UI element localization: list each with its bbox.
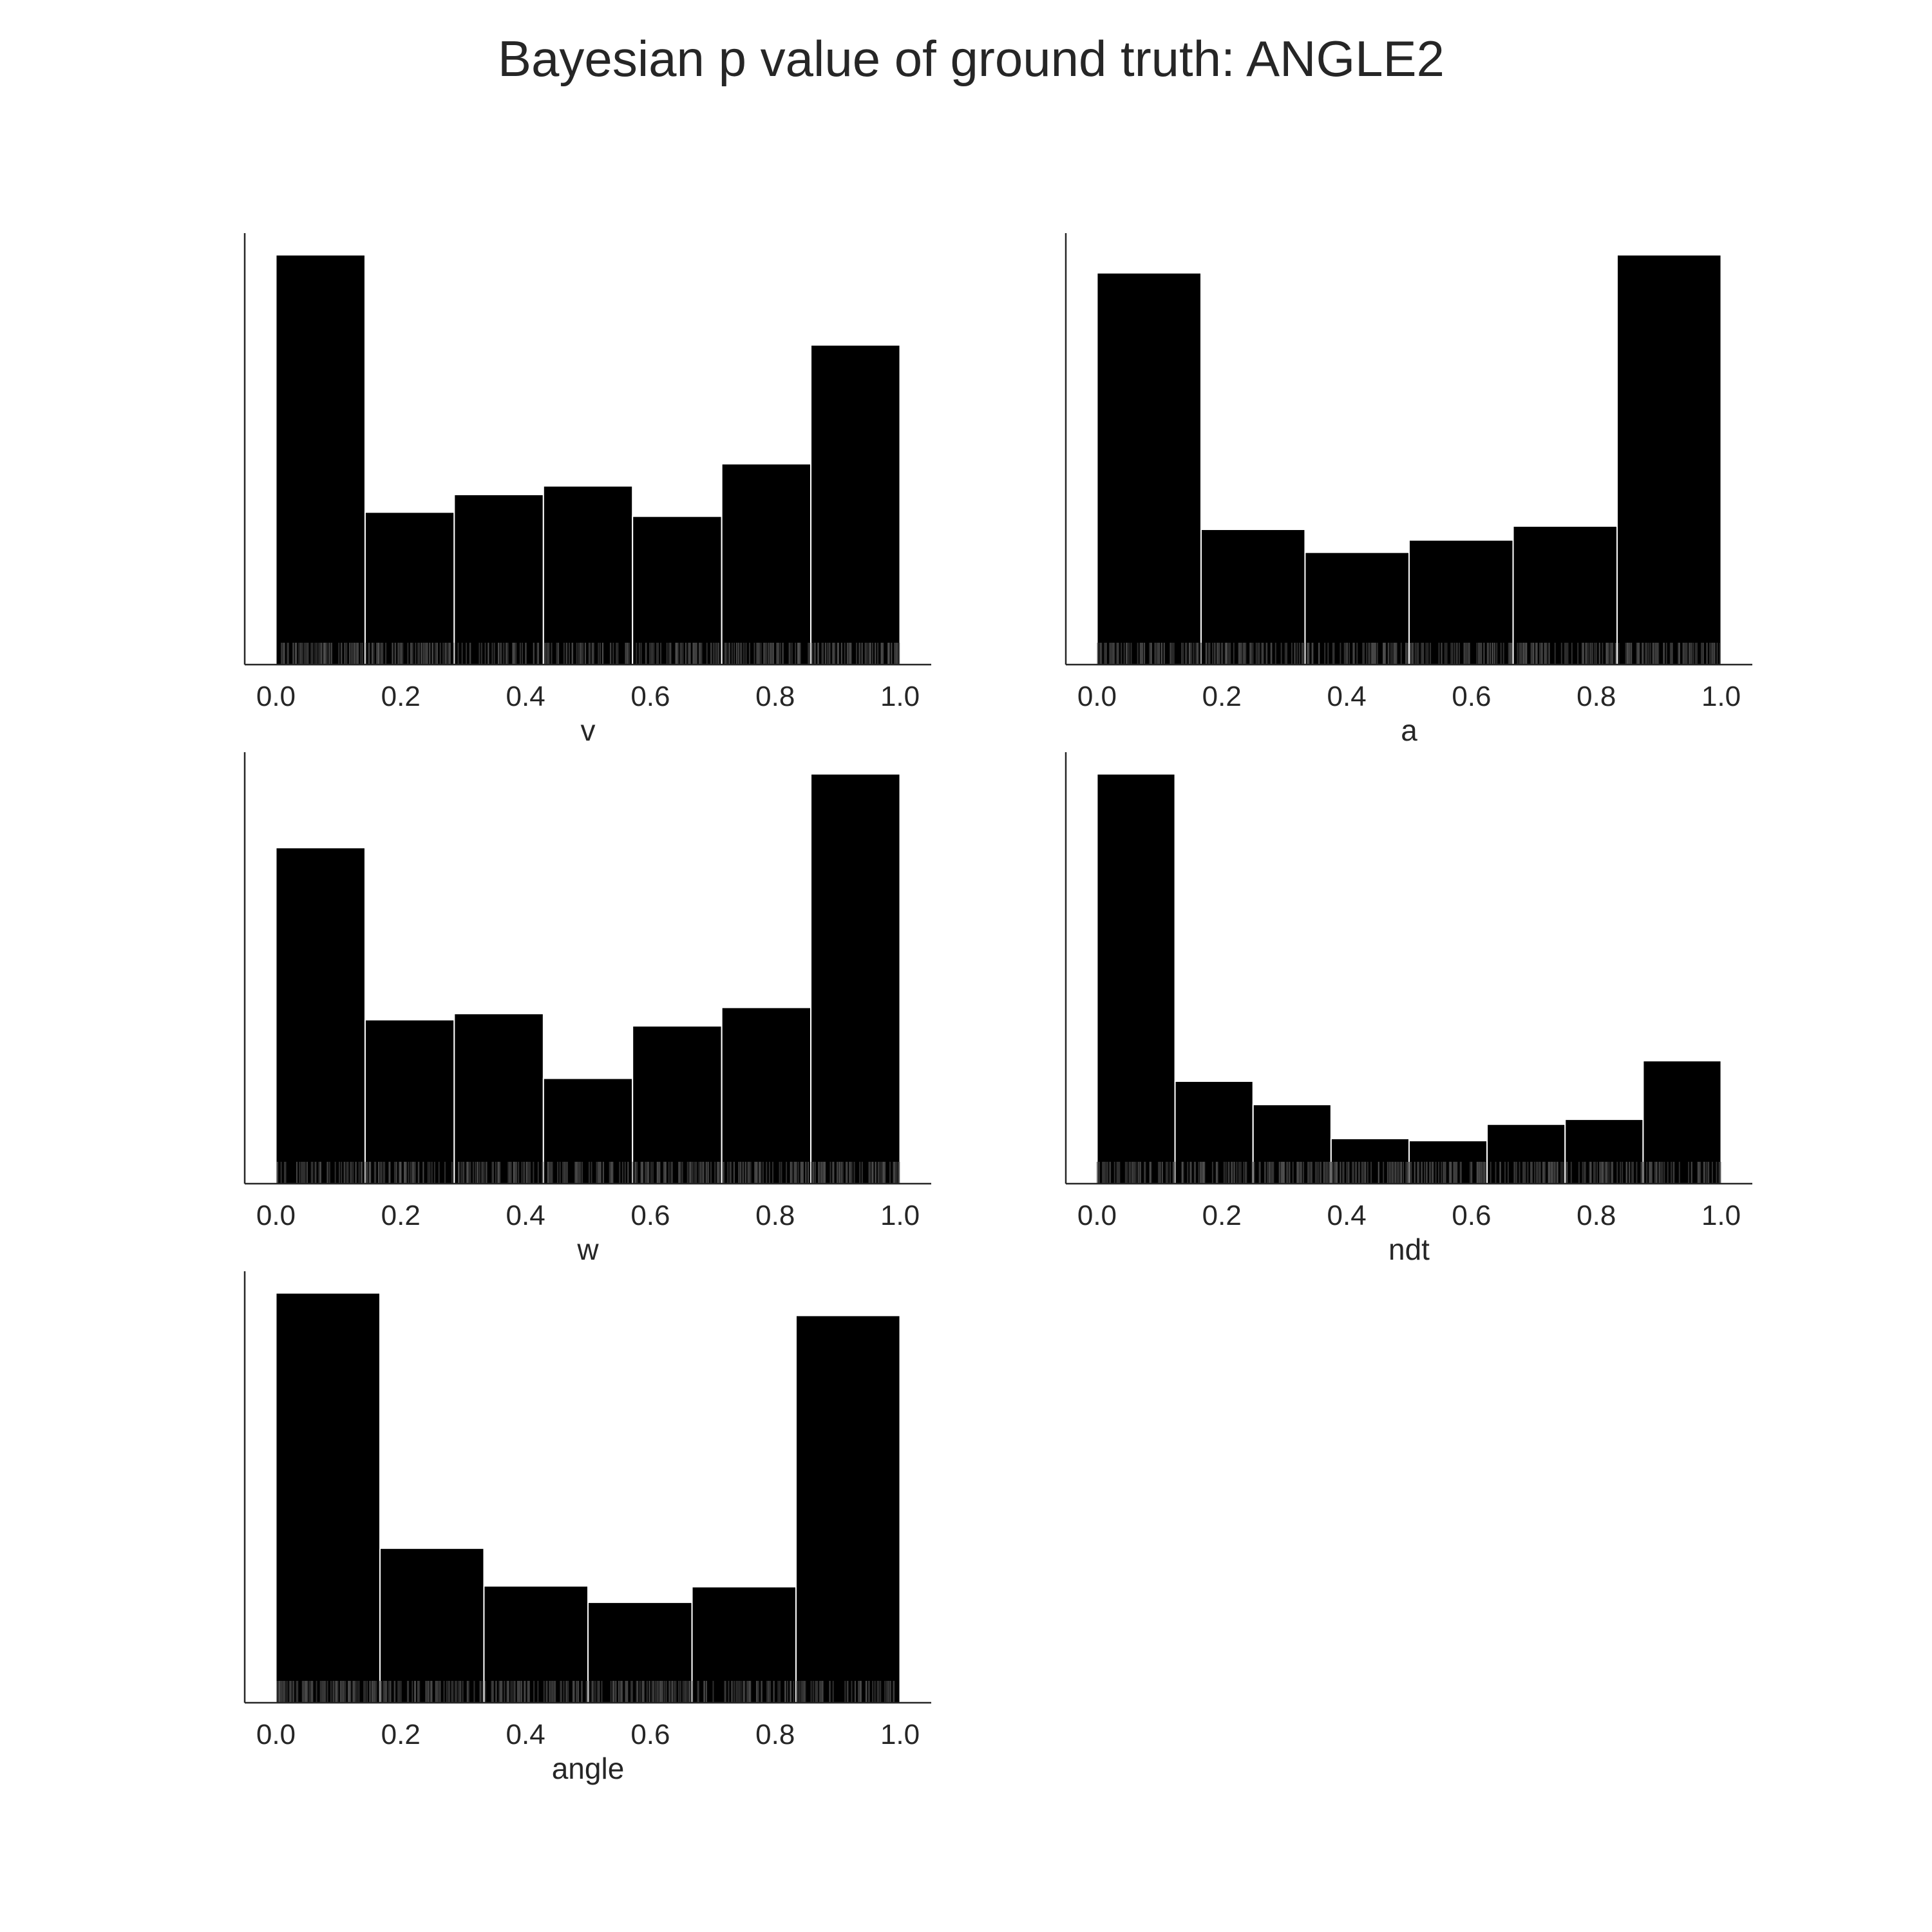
histogram-bar: [721, 1007, 812, 1184]
histogram-bar: [1096, 773, 1176, 1184]
subplot-grid: 0.0 0.2 0.4 0.6 0.8 1.0v0.0 0.2 0.4 0.6 0.8 1.0a0.…: [243, 233, 1752, 1785]
x-tick-label: 0.0: [256, 681, 296, 712]
subplot-2: 0.0 0.2 0.4 0.6 0.8 1.0 a: [1065, 233, 1752, 747]
x-axis-label: w: [576, 1233, 599, 1266]
histogram-bar: [1200, 529, 1306, 666]
histogram-bar: [1512, 525, 1618, 666]
x-tick-label: 0.0: [256, 1200, 296, 1231]
x-tick-label: 0.6: [630, 1200, 670, 1231]
subplot-4: 0.0 0.2 0.4 0.6 0.8 1.0 ndt: [1065, 752, 1752, 1266]
rug-marks: [281, 643, 900, 665]
figure-title: Bayesian p value of ground truth: ANGLE2: [498, 30, 1444, 87]
histogram-bar: [1096, 272, 1202, 666]
x-tick-label: 0.8: [1577, 681, 1616, 712]
rug-marks: [276, 1162, 900, 1184]
x-tick-label: 0.4: [506, 1200, 545, 1231]
x-tick-label: 1.0: [880, 1719, 920, 1750]
histogram-bar: [810, 344, 901, 665]
x-tick-label: 0.8: [755, 1200, 795, 1231]
histogram-bar: [1304, 551, 1410, 666]
subplot-3: 0.0 0.2 0.4 0.6 0.8 1.0 w: [243, 752, 931, 1266]
x-tick-label: 0.0: [256, 1719, 296, 1750]
x-axis-label: a: [1401, 714, 1417, 747]
histogram-bar: [810, 773, 901, 1184]
histogram-bar: [1408, 1140, 1488, 1185]
rug-marks: [276, 1681, 895, 1703]
x-tick-label: 0.4: [1327, 681, 1367, 712]
x-tick-label: 1.0: [880, 681, 920, 712]
x-tick-label: 0.8: [1577, 1200, 1616, 1231]
histogram-bar: [275, 1292, 381, 1703]
x-axis-label: v: [581, 714, 596, 747]
histogram-bar: [275, 254, 366, 665]
histogram-bar: [275, 847, 366, 1184]
x-axis-label: ndt: [1388, 1233, 1430, 1266]
x-tick-label: 0.6: [630, 1719, 670, 1750]
x-tick-label: 0.6: [1452, 681, 1491, 712]
histogram-bar: [721, 463, 812, 665]
histogram-bar: [795, 1314, 901, 1703]
histogram-bar: [364, 1019, 455, 1185]
subplot-1: 0.0 0.2 0.4 0.6 0.8 1.0 v: [243, 233, 931, 747]
x-tick-label: 0.4: [506, 1719, 545, 1750]
histogram-bar: [364, 511, 455, 666]
histogram-bar: [632, 1025, 723, 1184]
x-axis-label: angle: [552, 1752, 625, 1785]
rug-marks: [1097, 643, 1721, 665]
x-tick-label: 0.8: [755, 1719, 795, 1750]
x-tick-label: 1.0: [1701, 1200, 1741, 1231]
histogram-bar: [379, 1548, 485, 1704]
histogram-bar: [1616, 254, 1722, 665]
histogram-bar: [453, 1012, 544, 1185]
histogram-bar: [1408, 539, 1514, 666]
x-tick-label: 0.2: [381, 1200, 421, 1231]
x-tick-label: 0.6: [1452, 1200, 1491, 1231]
x-tick-label: 0.2: [381, 1719, 421, 1750]
x-tick-label: 0.2: [1202, 681, 1242, 712]
x-tick-label: 1.0: [1701, 681, 1741, 712]
x-tick-label: 0.2: [1202, 1200, 1242, 1231]
histogram-bar: [1174, 1080, 1254, 1184]
histogram-bar: [632, 515, 723, 665]
histogram-bar: [453, 493, 544, 666]
x-tick-label: 0.8: [755, 681, 795, 712]
histogram-bar: [542, 485, 634, 665]
x-tick-label: 0.0: [1077, 681, 1117, 712]
x-tick-label: 0.4: [506, 681, 545, 712]
x-tick-label: 0.0: [1077, 1200, 1117, 1231]
x-tick-label: 0.2: [381, 681, 421, 712]
subplot-5: 0.0 0.2 0.4 0.6 0.8 1.0 angle: [243, 1271, 931, 1785]
rug-marks: [1096, 1162, 1721, 1184]
x-tick-label: 0.6: [630, 681, 670, 712]
x-tick-label: 0.4: [1327, 1200, 1367, 1231]
x-tick-label: 1.0: [880, 1200, 920, 1231]
